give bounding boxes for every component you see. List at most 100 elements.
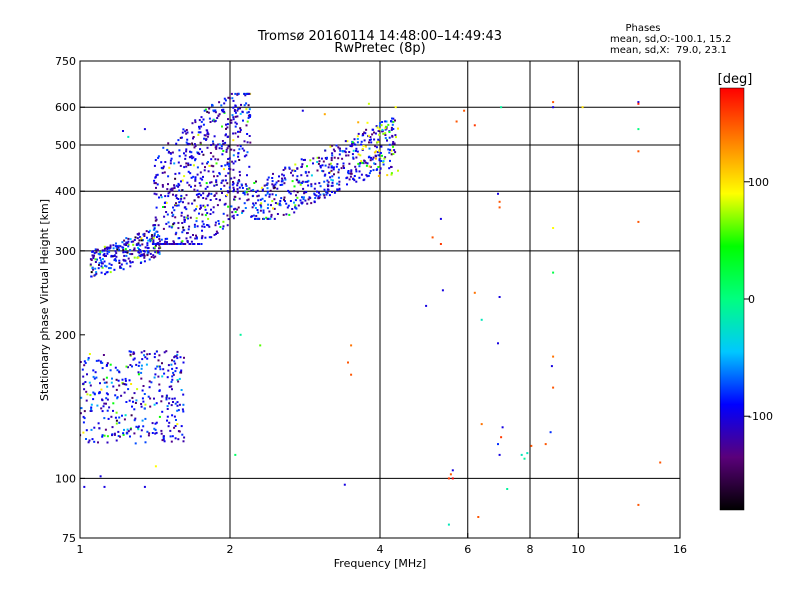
data-point [227, 118, 229, 121]
data-point [116, 245, 119, 248]
data-point [175, 184, 178, 187]
data-point [134, 442, 137, 445]
data-point [190, 151, 193, 154]
data-point [210, 192, 213, 195]
data-point [122, 251, 125, 254]
data-point [377, 140, 380, 143]
data-point [137, 242, 140, 245]
data-point [177, 221, 180, 224]
data-point [256, 189, 259, 192]
y-axis-label: Stationary phase Virtual Height [km] [38, 199, 51, 401]
data-point [199, 141, 202, 144]
data-point [85, 438, 87, 440]
data-point [114, 250, 117, 253]
data-point [137, 246, 139, 249]
data-point [201, 229, 203, 232]
data-point [234, 92, 237, 95]
data-point [249, 141, 252, 144]
data-point [150, 381, 153, 384]
data-point [171, 189, 174, 192]
data-point [297, 181, 300, 184]
data-point [188, 184, 191, 187]
data-point [206, 185, 209, 188]
data-point [390, 166, 393, 168]
data-point [356, 135, 359, 138]
data-point [300, 158, 303, 161]
data-point [324, 173, 327, 176]
data-point [373, 162, 376, 165]
data-point [157, 251, 159, 254]
data-point [122, 433, 125, 436]
data-point [104, 247, 106, 250]
data-point [659, 461, 662, 464]
data-point [195, 193, 198, 196]
data-point [243, 104, 246, 107]
data-point [85, 390, 88, 393]
data-point [194, 158, 197, 161]
data-point [355, 149, 357, 152]
data-point [368, 165, 371, 168]
data-point [80, 434, 82, 437]
data-point [234, 453, 237, 456]
data-point [106, 398, 109, 401]
data-point [163, 215, 166, 218]
data-point [154, 432, 157, 435]
data-point [221, 153, 224, 156]
data-point [206, 162, 209, 165]
data-point [218, 113, 221, 116]
data-point [106, 364, 108, 366]
data-point [94, 258, 97, 261]
data-point [195, 237, 198, 240]
data-point [215, 230, 218, 233]
data-point [141, 253, 144, 256]
data-point [143, 485, 146, 488]
data-point [137, 251, 140, 254]
data-point [369, 159, 372, 162]
data-point [381, 154, 383, 157]
data-point [307, 184, 310, 187]
data-point [174, 216, 177, 219]
data-point [180, 211, 183, 214]
data-point [170, 380, 173, 383]
data-point [232, 186, 235, 189]
data-point [174, 243, 177, 245]
data-point [341, 157, 344, 160]
data-point [202, 223, 205, 226]
data-point [272, 184, 275, 187]
data-point [447, 523, 450, 526]
data-point [520, 453, 523, 456]
data-point [183, 152, 185, 155]
data-point [151, 422, 154, 425]
data-point [122, 268, 125, 271]
data-point [202, 204, 205, 207]
data-point [347, 170, 350, 172]
x-tick-label: 6 [464, 543, 471, 556]
data-point [211, 103, 213, 106]
data-point [154, 159, 157, 161]
data-point [157, 359, 160, 362]
data-point [223, 184, 226, 187]
data-point [266, 182, 269, 185]
data-point [179, 164, 182, 167]
data-point [375, 150, 377, 153]
data-point [83, 485, 86, 488]
data-point [230, 92, 233, 95]
data-point [191, 142, 193, 145]
data-point [154, 216, 157, 219]
data-point [90, 408, 93, 411]
data-point [306, 165, 308, 168]
data-point [241, 187, 244, 189]
data-point [294, 206, 297, 209]
data-point [157, 243, 160, 245]
data-point [378, 157, 381, 160]
data-point [313, 187, 316, 190]
data-point [131, 396, 134, 399]
data-point [186, 181, 189, 184]
data-point [255, 180, 257, 183]
data-point [157, 224, 160, 227]
data-point [331, 179, 334, 182]
data-point [100, 271, 103, 274]
data-point [226, 136, 229, 138]
y-tick-label: 500 [55, 139, 76, 152]
data-point [83, 360, 86, 363]
